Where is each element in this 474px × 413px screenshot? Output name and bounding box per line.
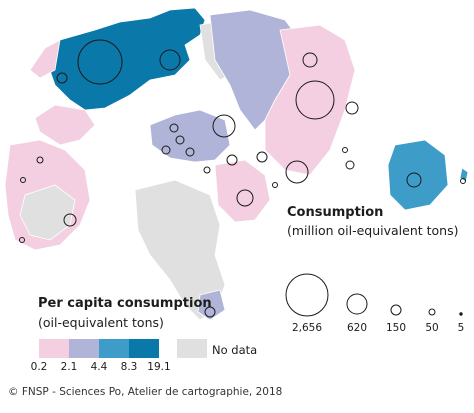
- circle-brazil: [63, 213, 77, 227]
- break-label-3: 8.3: [120, 361, 138, 373]
- alaska: [29, 39, 61, 79]
- central-america: [34, 104, 96, 146]
- circle-usa: [77, 39, 123, 85]
- legend-circle-620: [346, 293, 368, 315]
- circle-chile: [19, 237, 25, 243]
- circle-venezuela: [20, 177, 26, 183]
- consumption-legend-subtitle: (million oil-equivalent tons): [287, 223, 459, 238]
- circle-argentina: [36, 156, 44, 164]
- circle-saudi: [236, 189, 254, 207]
- circle-italy: [185, 147, 195, 157]
- legend-swatch-4: [129, 339, 159, 358]
- circle-vietnam: [272, 182, 278, 188]
- circle-egypt: [203, 166, 211, 174]
- legend-swatch-1: [39, 339, 69, 358]
- circle-indonesia: [345, 101, 359, 115]
- north-america: [47, 7, 206, 111]
- land-masses: [4, 7, 469, 321]
- circle-korea: [345, 160, 355, 170]
- legend-circle-150: [390, 304, 402, 316]
- circle-france: [161, 145, 171, 155]
- circle-nz: [460, 178, 466, 184]
- no-data-label: No data: [212, 343, 258, 357]
- circle-india: [285, 160, 309, 184]
- per-capita-legend-subtitle: (oil-equivalent tons): [38, 315, 164, 330]
- break-label-4: 19.1: [147, 361, 171, 373]
- circle-japan: [302, 52, 318, 68]
- circle-germany: [175, 135, 185, 145]
- circle-south-africa: [204, 306, 216, 318]
- legend-circle-2656: [285, 273, 329, 317]
- credit-line: © FNSP - Sciences Po, Atelier de cartogr…: [8, 386, 283, 398]
- europe: [149, 109, 231, 163]
- per-capita-legend-title: Per capita consumption: [38, 296, 212, 311]
- legend-swatch-nodata: [177, 339, 207, 358]
- circle-thailand: [342, 147, 348, 153]
- circle-turkey: [226, 154, 238, 166]
- circle-mexico: [56, 72, 68, 84]
- legend-swatch-2: [69, 339, 99, 358]
- legend-label-50: 50: [425, 322, 439, 334]
- consumption-circles: [19, 39, 466, 318]
- circle-china: [295, 80, 335, 120]
- break-label-1: 2.1: [60, 361, 78, 373]
- consumption-legend-title: Consumption: [287, 205, 384, 220]
- legend-circle-5: [459, 312, 463, 316]
- legend-swatch-3: [99, 339, 129, 358]
- legend-label-5: 5: [457, 322, 465, 334]
- brazil: [19, 184, 76, 241]
- break-label-2: 4.4: [90, 361, 108, 373]
- circle-iran: [256, 151, 268, 163]
- legend-label-620: 620: [346, 322, 368, 334]
- color-legend: [39, 339, 207, 358]
- australia: [387, 139, 449, 211]
- circle-uk: [169, 123, 179, 133]
- circle-australia: [406, 172, 422, 188]
- circle-canada: [159, 49, 181, 71]
- proportional-legend: [285, 273, 463, 317]
- legend-label-150: 150: [385, 322, 407, 334]
- break-label-0: 0.2: [30, 361, 48, 373]
- circle-russia: [212, 114, 236, 138]
- legend-label-2656: 2,656: [291, 322, 323, 334]
- east-asia: [264, 24, 356, 176]
- legend-circle-50: [428, 308, 436, 316]
- middle-east: [214, 159, 271, 223]
